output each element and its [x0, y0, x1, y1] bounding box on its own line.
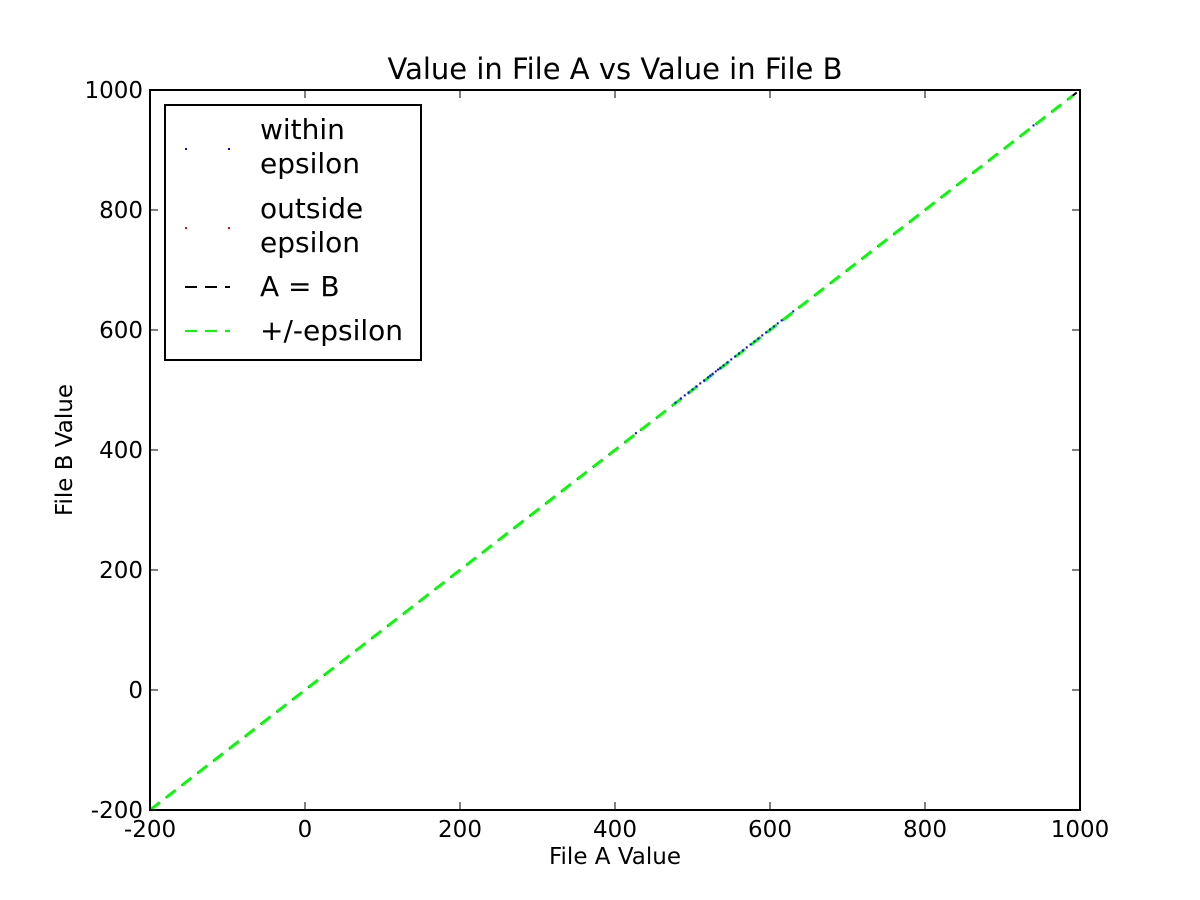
data-point: [703, 379, 706, 382]
y-tick-label: 800: [99, 198, 143, 224]
data-point: [1032, 124, 1035, 127]
data-point: [776, 322, 779, 325]
data-point: [691, 388, 694, 391]
data-point: [745, 346, 748, 349]
data-point: [683, 394, 686, 397]
data-point: [734, 355, 737, 358]
legend-entry-plus-minus-epsilon: +/-epsilon: [185, 314, 403, 347]
legend-label: epsilon: [260, 147, 360, 180]
y-tick-label: 600: [99, 318, 143, 344]
legend-box: [164, 104, 422, 361]
data-point: [687, 391, 690, 394]
data-point: [730, 358, 733, 361]
legend-entry-outside-epsilon: outside epsilon: [185, 192, 363, 259]
x-tick-label: 1000: [1051, 817, 1110, 843]
y-axis: -200 0 200 400 600 800 1000: [84, 78, 1080, 824]
legend-marker: [185, 148, 187, 150]
data-point: [717, 368, 720, 371]
x-axis-label: File A Value: [549, 844, 681, 870]
series-points: [634, 124, 1035, 435]
legend-label: outside: [260, 192, 363, 225]
data-point: [679, 397, 682, 400]
x-tick-label: 800: [903, 817, 947, 843]
data-point: [707, 376, 709, 379]
x-tick-label: 200: [438, 817, 482, 843]
y-axis-label: File B Value: [52, 384, 78, 516]
data-point: [722, 364, 725, 367]
legend-label: epsilon: [260, 226, 360, 259]
x-tick-label: 400: [593, 817, 637, 843]
data-point: [709, 374, 712, 377]
data-point: [738, 352, 740, 355]
data-point: [711, 372, 714, 375]
legend-label: A = B: [260, 270, 340, 303]
legend: within epsilon outside epsilon A = B +/-…: [164, 104, 422, 361]
data-point: [674, 401, 677, 404]
data-point: [780, 319, 783, 322]
data-point: [749, 343, 752, 346]
y-tick-label: -200: [91, 798, 143, 824]
data-point: [765, 331, 768, 334]
data-point: [726, 361, 729, 364]
legend-entry-within-epsilon: within epsilon: [185, 113, 360, 180]
data-point: [699, 382, 702, 385]
y-tick-label: 200: [99, 558, 143, 584]
data-point: [792, 310, 795, 313]
data-point: [634, 432, 637, 435]
data-point: [753, 340, 756, 343]
chart-title: Value in File A vs Value in File B: [388, 52, 843, 86]
data-point: [769, 328, 771, 331]
x-tick-label: 600: [748, 817, 792, 843]
legend-marker: [228, 227, 230, 229]
data-point: [714, 370, 717, 373]
x-tick-label: 0: [298, 817, 313, 843]
legend-entry-a-equals-b: A = B: [185, 270, 340, 303]
data-point: [757, 337, 760, 340]
y-tick-label: 400: [99, 438, 143, 464]
data-point: [772, 325, 775, 328]
y-tick-label: 0: [128, 678, 143, 704]
x-tick-label: -200: [124, 817, 176, 843]
x-axis: -200 0 200 400 600 800 1000: [124, 90, 1109, 843]
legend-label: +/-epsilon: [260, 314, 403, 347]
y-tick-label: 1000: [84, 78, 143, 104]
legend-label: within: [260, 113, 345, 146]
data-point: [719, 366, 722, 369]
series-lines: [150, 90, 1080, 810]
data-point: [741, 349, 744, 352]
legend-marker: [228, 148, 230, 150]
data-point: [695, 385, 698, 388]
data-point: [761, 334, 764, 337]
legend-marker: [185, 227, 187, 229]
series-line--epsilon: [150, 95, 1074, 810]
